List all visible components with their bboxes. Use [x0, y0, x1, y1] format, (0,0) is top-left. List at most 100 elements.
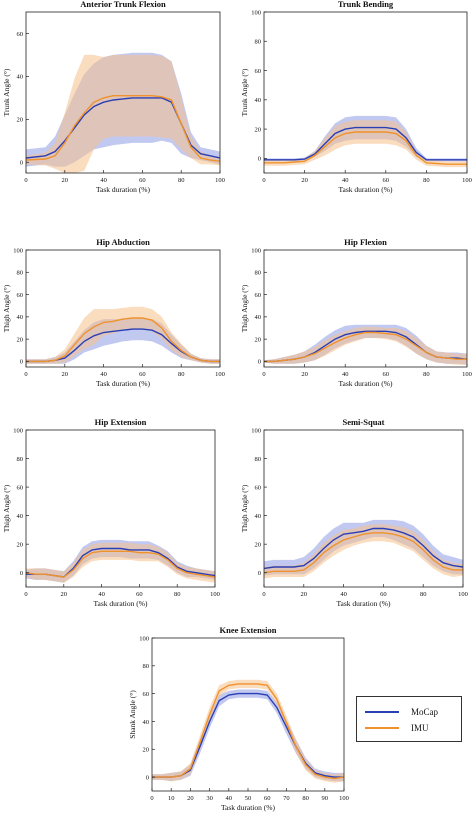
y-tick-label: 60	[143, 691, 150, 698]
x-tick-label: 80	[423, 371, 430, 378]
x-tick-label: 0	[262, 177, 265, 184]
x-tick-label: 100	[210, 591, 220, 598]
chart-title: Hip Flexion	[344, 237, 387, 247]
y-tick-label: 100	[251, 9, 261, 16]
y-tick-label: 20	[255, 336, 262, 343]
axes-frame	[263, 249, 468, 368]
y-tick-label: 60	[255, 68, 262, 75]
y-axis-label: Shank Angle (°)	[128, 690, 137, 739]
x-tick-label: 20	[62, 371, 69, 378]
x-tick-label: 80	[174, 591, 181, 598]
x-axis-label: Task duration (%)	[96, 185, 151, 194]
chart-legend: MoCap IMU	[356, 696, 462, 742]
x-tick-label: 60	[380, 591, 387, 598]
chart-panel-4: 0 20 40 60 80 100 0 20 40 60 80 100 Hip Flexion Task …	[240, 237, 472, 388]
series-line-imu	[26, 550, 215, 578]
y-axis-label: Thigh Angle (°)	[2, 284, 11, 332]
x-axis-label: Task duration (%)	[336, 599, 391, 608]
x-tick-label: 90	[322, 795, 329, 802]
series-line-mocap	[264, 126, 467, 161]
axes-frame	[25, 249, 221, 368]
x-tick-label: 40	[342, 177, 349, 184]
x-tick-label: 0	[24, 177, 27, 184]
axes-frame	[25, 429, 216, 588]
y-tick-label: 80	[143, 663, 150, 670]
y-tick-label: 100	[251, 427, 261, 434]
y-tick-label: 80	[255, 456, 262, 463]
x-tick-label: 80	[178, 177, 185, 184]
legend-swatch-imu	[365, 727, 399, 729]
legend-label-imu: IMU	[411, 723, 429, 733]
legend-label-mocap: MoCap	[411, 707, 438, 717]
x-tick-label: 0	[24, 591, 27, 598]
x-tick-label: 100	[339, 795, 349, 802]
y-tick-label: 100	[13, 427, 23, 434]
x-tick-label: 100	[215, 177, 225, 184]
axes-frame	[263, 11, 468, 174]
x-tick-label: 50	[245, 795, 252, 802]
x-tick-label: 0	[24, 371, 27, 378]
x-tick-label: 30	[206, 795, 213, 802]
x-tick-label: 0	[262, 591, 265, 598]
y-tick-label: 40	[143, 719, 150, 726]
chart-title: Hip Extension	[95, 417, 147, 427]
x-tick-label: 100	[462, 177, 472, 184]
x-tick-label: 20	[62, 177, 69, 184]
y-tick-label: 0	[146, 774, 149, 781]
y-tick-label: 40	[17, 314, 24, 321]
y-tick-label: 100	[13, 247, 23, 254]
y-tick-label: 0	[20, 570, 23, 577]
chart-panel-5: 0 20 40 60 80 100 0 20 40 60 80 100 Hip Extension Tas…	[2, 417, 220, 608]
x-tick-label: 10	[168, 795, 175, 802]
y-tick-label: 80	[17, 456, 24, 463]
series-band-imu	[26, 542, 215, 583]
chart-title: Hip Abduction	[96, 237, 150, 247]
series-line-imu	[26, 317, 220, 363]
y-tick-label: 0	[258, 156, 261, 163]
y-tick-label: 20	[17, 117, 24, 124]
y-tick-label: 20	[255, 541, 262, 548]
x-tick-label: 80	[420, 591, 427, 598]
x-tick-label: 0	[150, 795, 153, 802]
x-axis-label: Task duration (%)	[93, 599, 148, 608]
axes-frame	[263, 429, 464, 588]
x-tick-label: 100	[458, 591, 468, 598]
legend-swatch-mocap	[365, 711, 399, 713]
chart-panel-3: 0 20 40 60 80 100 0 20 40 60 80 100 Hip Abduction Tas…	[2, 237, 225, 388]
x-tick-label: 60	[383, 371, 390, 378]
legend-item-imu: IMU	[365, 721, 429, 735]
x-tick-label: 60	[383, 177, 390, 184]
y-tick-label: 60	[255, 292, 262, 299]
x-axis-label: Task duration (%)	[338, 379, 393, 388]
x-tick-label: 60	[139, 177, 146, 184]
x-tick-label: 0	[262, 371, 265, 378]
series-band-imu	[26, 54, 220, 173]
y-tick-label: 60	[17, 31, 24, 38]
series-band-mocap	[152, 689, 344, 782]
x-tick-label: 20	[187, 795, 194, 802]
series-line-imu	[264, 532, 463, 574]
series-line-imu	[264, 131, 467, 165]
x-tick-label: 20	[301, 591, 308, 598]
y-tick-label: 80	[255, 270, 262, 277]
x-tick-label: 70	[283, 795, 290, 802]
y-tick-label: 40	[255, 314, 262, 321]
y-axis-label: Trunk Angle (°)	[240, 68, 249, 116]
y-tick-label: 20	[17, 336, 24, 343]
x-tick-label: 20	[301, 371, 308, 378]
chart-panel-6: 0 20 40 60 80 100 0 20 40 60 80 100 Semi-Squat Task d…	[240, 417, 468, 608]
chart-title: Semi-Squat	[342, 417, 384, 427]
y-tick-label: 80	[17, 270, 24, 277]
series-line-mocap	[152, 692, 344, 778]
y-tick-label: 60	[17, 484, 24, 491]
y-axis-label: Thigh Angle (°)	[240, 284, 249, 332]
y-tick-label: 0	[20, 160, 23, 167]
x-tick-label: 60	[136, 591, 143, 598]
y-tick-label: 80	[255, 39, 262, 46]
x-tick-label: 60	[139, 371, 146, 378]
y-tick-label: 20	[143, 747, 150, 754]
y-tick-label: 0	[258, 570, 261, 577]
axes-frame	[25, 11, 221, 174]
chart-title: Trunk Bending	[338, 0, 394, 9]
